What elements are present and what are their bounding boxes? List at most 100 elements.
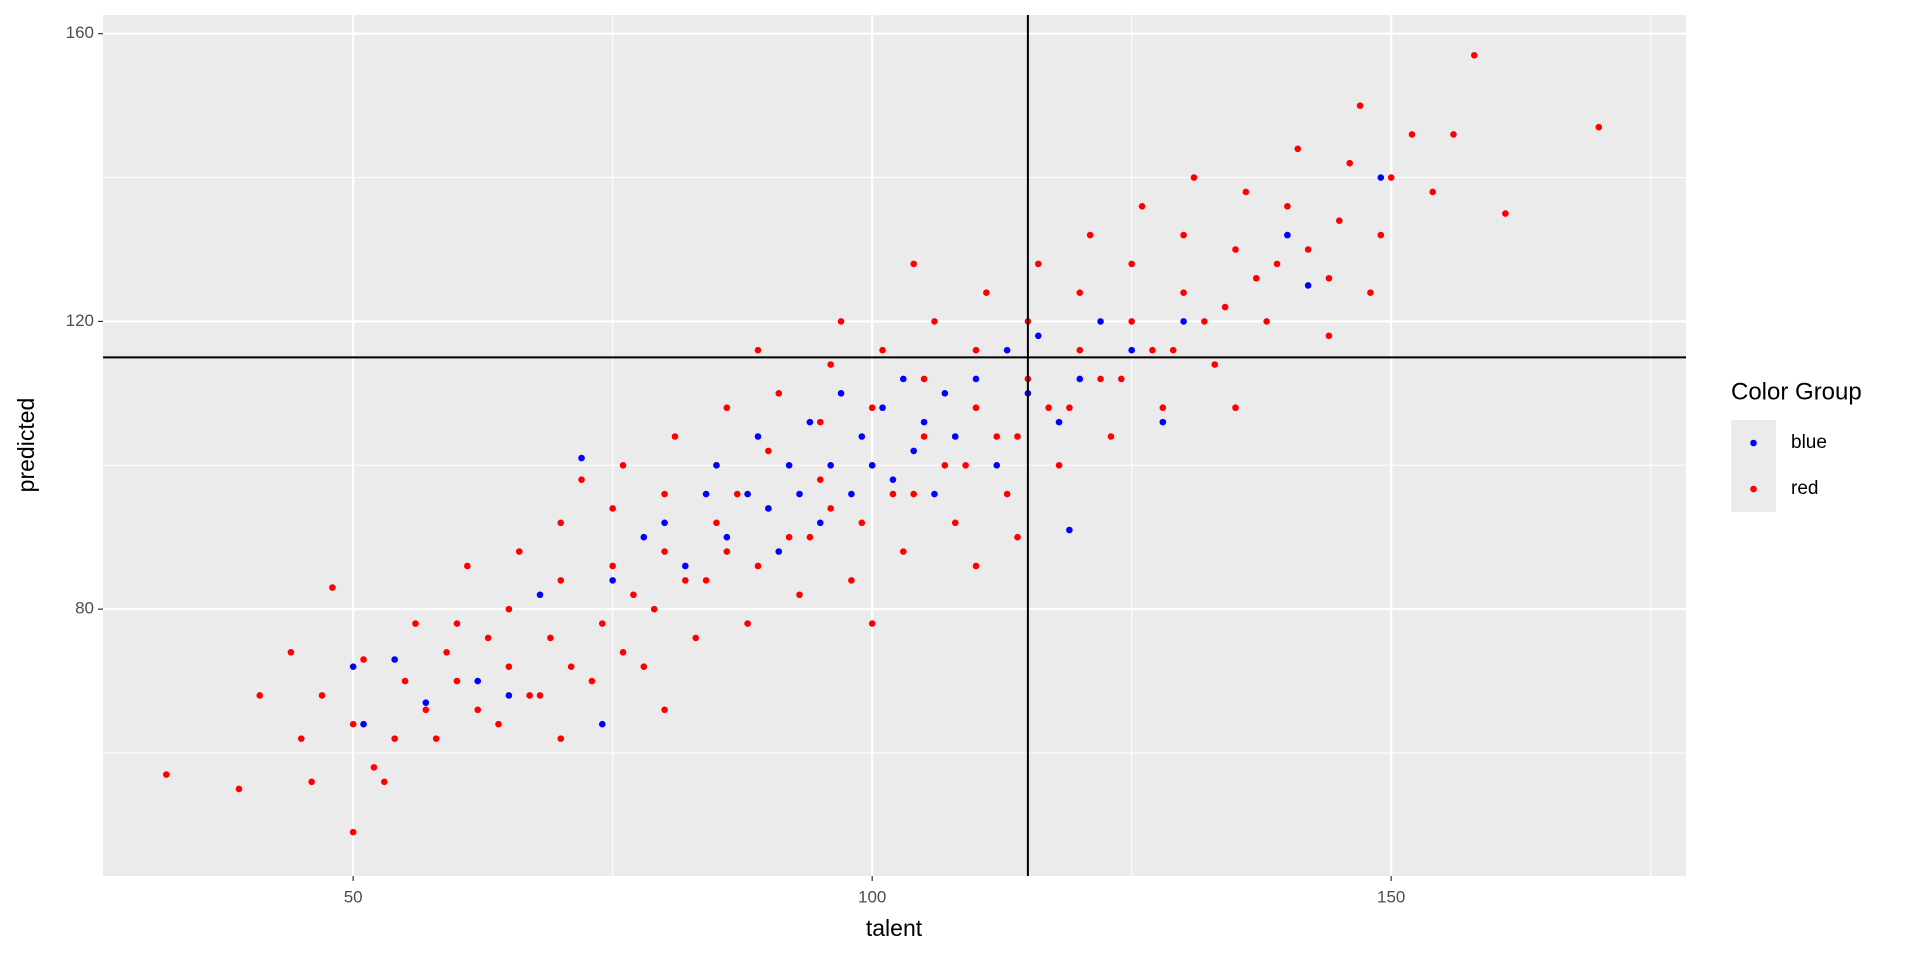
point	[1335, 217, 1343, 225]
point	[920, 433, 928, 440]
point	[713, 519, 720, 527]
x-tick-label: 100	[858, 887, 886, 906]
point	[1076, 375, 1084, 383]
point	[640, 663, 648, 670]
point	[1138, 203, 1146, 210]
point	[557, 577, 565, 584]
point	[993, 433, 1001, 440]
point	[775, 390, 783, 397]
point	[1408, 131, 1416, 138]
point	[941, 390, 949, 397]
point	[889, 476, 897, 483]
point	[360, 720, 367, 728]
point	[858, 433, 866, 440]
point	[1128, 318, 1135, 325]
point	[1014, 533, 1021, 541]
point	[910, 490, 918, 498]
point	[1149, 346, 1156, 354]
point	[1003, 346, 1011, 354]
point	[910, 260, 918, 268]
point	[536, 591, 544, 599]
point	[1055, 461, 1063, 469]
point	[1356, 102, 1364, 109]
point	[1221, 303, 1229, 311]
point	[256, 692, 264, 699]
point	[1107, 433, 1115, 440]
point	[858, 519, 866, 527]
point	[640, 533, 648, 541]
point	[972, 562, 980, 570]
point	[889, 490, 897, 498]
point	[1242, 188, 1250, 196]
point	[837, 318, 845, 325]
point	[505, 605, 513, 613]
point	[806, 533, 814, 541]
point	[692, 634, 700, 642]
point	[1055, 418, 1063, 426]
point	[816, 418, 824, 426]
point	[827, 505, 834, 512]
y-axis-title: predicted	[13, 398, 39, 493]
point	[1325, 274, 1333, 282]
point	[443, 648, 450, 656]
point	[453, 620, 461, 627]
point	[671, 433, 679, 440]
point	[1284, 231, 1291, 239]
point	[1450, 131, 1457, 138]
point	[848, 577, 855, 584]
point	[723, 533, 731, 541]
point	[661, 490, 668, 498]
point	[1034, 332, 1042, 340]
point	[1252, 274, 1260, 282]
point	[1304, 246, 1312, 253]
point	[931, 318, 938, 325]
point	[1273, 260, 1281, 268]
point	[1470, 51, 1478, 59]
point	[1263, 318, 1270, 325]
point	[785, 461, 793, 469]
point	[796, 591, 803, 599]
point	[1325, 332, 1333, 340]
point	[1086, 231, 1094, 239]
point	[837, 390, 845, 397]
point	[661, 548, 668, 555]
point	[287, 648, 295, 656]
point	[360, 656, 367, 663]
point	[1377, 174, 1385, 181]
point	[1097, 318, 1104, 325]
point	[723, 548, 731, 555]
point	[754, 346, 762, 354]
point	[754, 562, 762, 570]
legend-label: red	[1791, 478, 1818, 499]
legend-swatch	[1750, 439, 1757, 447]
legend-title: Color Group	[1731, 378, 1862, 405]
point	[515, 548, 523, 555]
point	[702, 490, 710, 498]
point	[422, 706, 430, 714]
point	[1128, 260, 1135, 268]
point	[765, 447, 772, 455]
point	[412, 620, 419, 627]
point	[1159, 404, 1167, 412]
point	[619, 648, 627, 656]
point	[1304, 282, 1312, 289]
point	[505, 663, 513, 670]
point	[1076, 289, 1084, 296]
point	[1128, 346, 1135, 354]
point	[578, 476, 585, 483]
point	[796, 490, 803, 498]
point	[993, 461, 1001, 469]
point	[744, 620, 751, 627]
point	[536, 692, 544, 699]
point	[1180, 318, 1187, 325]
point	[619, 461, 627, 469]
point	[650, 605, 658, 613]
point	[1232, 404, 1239, 412]
point	[598, 620, 606, 627]
point	[931, 490, 938, 498]
point	[1294, 145, 1302, 153]
point	[349, 663, 357, 670]
point	[713, 461, 720, 469]
point	[879, 404, 886, 412]
